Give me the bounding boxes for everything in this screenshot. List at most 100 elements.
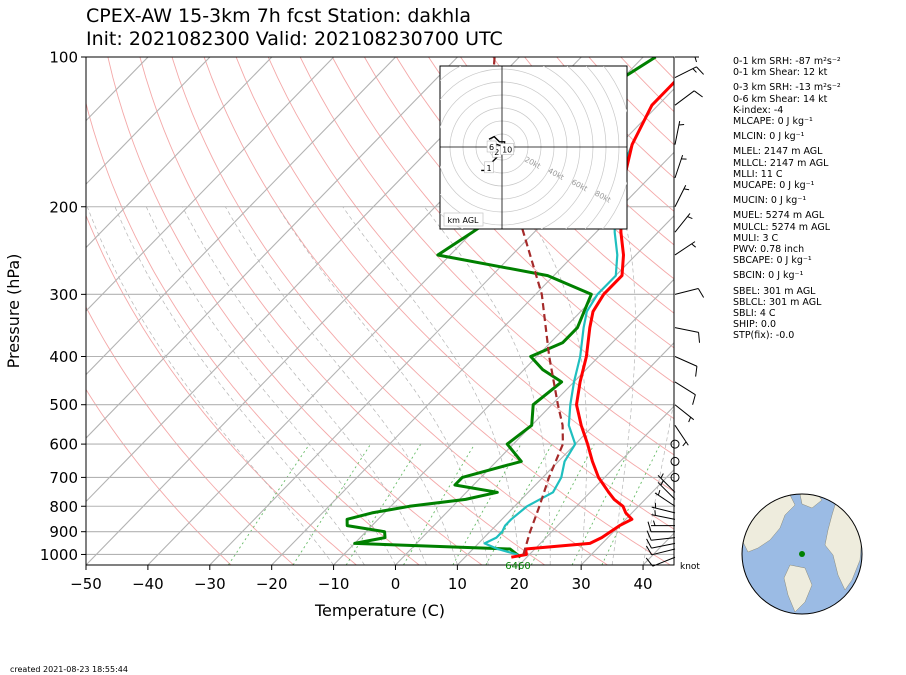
stat-line: 0-3 km SRH: -13 m²s⁻² <box>733 82 841 94</box>
dry-adiabat <box>86 306 295 565</box>
stat-line: MLEL: 2147 m AGL <box>733 146 823 158</box>
wind-barb-flag <box>692 394 696 405</box>
isotherm <box>333 215 674 565</box>
wind-barb-half <box>653 520 656 526</box>
stat-line: STP(fix): -0.0 <box>733 330 795 342</box>
stat-line: MUCIN: 0 J kg⁻¹ <box>733 195 807 207</box>
stat-line: MUEL: 5274 m AGL <box>733 210 825 222</box>
title-line-2: Init: 2021082300 Valid: 202108230700 UTC <box>86 28 503 50</box>
created-timestamp: created 2021-08-23 18:55:44 <box>10 665 128 674</box>
isotherm <box>271 151 674 565</box>
stat-line: 0-1 km SRH: -87 m²s⁻² <box>733 56 841 67</box>
y-tick-label: 500 <box>49 396 78 414</box>
globe-land-south-america <box>783 564 813 613</box>
stat-line: MUCAPE: 0 J kg⁻¹ <box>733 180 815 192</box>
hodograph-height-label: 6 <box>489 143 494 152</box>
stat-line: MLLI: 11 C <box>733 168 783 180</box>
y-axis-label: Pressure (hPa) <box>4 254 23 369</box>
isotherm <box>86 57 458 439</box>
wind-barb-flag <box>647 521 652 532</box>
y-tick-label: 600 <box>49 436 78 454</box>
stat-line: SBEL: 301 m AGL <box>733 285 816 297</box>
stat-line: MLLCL: 2147 m AGL <box>733 157 829 169</box>
wind-unit-label: knot <box>680 562 700 572</box>
wind-barb-flag <box>693 90 703 98</box>
y-tick-label: 400 <box>49 348 78 366</box>
stat-line: SBCIN: 0 J kg⁻¹ <box>733 270 804 282</box>
stat-line: K-index: -4 <box>733 104 784 116</box>
wind-barb-flag <box>645 557 654 567</box>
wind-barb <box>674 90 695 106</box>
wind-barb <box>654 492 676 507</box>
wind-barbs <box>645 56 705 567</box>
y-tick-label: 700 <box>49 469 78 487</box>
stat-line: 0-6 km Shear: 14 kt <box>733 93 828 105</box>
wind-barb <box>651 537 676 541</box>
wind-barb-flag <box>696 66 704 75</box>
wind-barb <box>674 356 698 367</box>
wind-barb-flag <box>646 538 652 549</box>
globe-inset <box>741 493 863 615</box>
stat-line: MULI: 3 C <box>733 232 779 244</box>
dry-adiabat <box>171 57 608 565</box>
moist-adiabat <box>342 206 520 565</box>
station-marker <box>799 551 805 557</box>
moist-adiabat <box>642 399 674 565</box>
wind-barb <box>651 542 676 549</box>
isotherm <box>86 57 520 503</box>
stat-line: SBCAPE: 0 J kg⁻¹ <box>733 255 812 267</box>
wind-barb <box>674 288 699 295</box>
x-tick-label: −30 <box>194 575 226 593</box>
hodograph-height-label: 10 <box>502 146 512 155</box>
stat-line: MLCAPE: 0 J kg⁻¹ <box>733 116 813 128</box>
stat-line: 0-1 km Shear: 12 kt <box>733 67 828 79</box>
stat-line: SBLCL: 301 m AGL <box>733 296 822 308</box>
plot-grid <box>86 57 674 565</box>
y-tick-label: 100 <box>49 49 78 67</box>
plot-frame <box>85 56 675 566</box>
moist-adiabat <box>86 206 334 565</box>
hodograph-height-label: 1 <box>486 164 491 173</box>
moist-adiabat <box>611 206 636 565</box>
wind-barb <box>651 548 676 556</box>
x-tick-label: −20 <box>256 575 288 593</box>
isotherm <box>86 57 273 249</box>
x-tick-label: 0 <box>391 575 401 593</box>
x-axis-label: Temperature (C) <box>314 601 445 620</box>
hodograph-legend-box <box>443 212 484 227</box>
dry-adiabat <box>86 214 357 565</box>
wind-barb-half <box>687 216 693 219</box>
wind-barb-flag <box>645 545 653 556</box>
dry-adiabat <box>331 57 674 420</box>
dry-adiabat <box>86 388 232 565</box>
dry-adiabat <box>460 57 674 280</box>
mixing-ratio-line <box>403 443 475 565</box>
isotherm <box>86 57 211 185</box>
wind-barb-half <box>660 473 664 479</box>
wind-barb-flag <box>646 530 652 541</box>
isotherm <box>86 57 397 376</box>
moist-adiabat <box>225 206 458 565</box>
dry-adiabat <box>267 57 674 493</box>
y-tick-label: 800 <box>49 498 78 516</box>
y-tick-label: 1000 <box>40 546 78 564</box>
wind-barb-calm <box>670 472 680 482</box>
hodograph-frame <box>439 65 628 230</box>
stat-line: SBLI: 4 C <box>733 308 776 320</box>
wind-barb <box>652 556 676 567</box>
dry-adiabat <box>428 57 674 314</box>
x-tick-label: −50 <box>70 575 102 593</box>
stat-line: MULCL: 5274 m AGL <box>733 221 831 233</box>
hodograph-legend: km AGL <box>448 216 480 225</box>
wind-barb <box>674 381 696 396</box>
y-tick-label: 200 <box>49 198 78 216</box>
hodograph-height-box <box>500 143 515 155</box>
moist-adiabat <box>145 206 396 565</box>
dry-adiabat <box>86 101 420 565</box>
y-tick-label: 900 <box>49 523 78 541</box>
wind-barb-half <box>694 56 697 63</box>
x-tick-label: −10 <box>318 575 350 593</box>
wind-barb-half <box>683 188 690 191</box>
wind-barb-half <box>688 417 692 423</box>
